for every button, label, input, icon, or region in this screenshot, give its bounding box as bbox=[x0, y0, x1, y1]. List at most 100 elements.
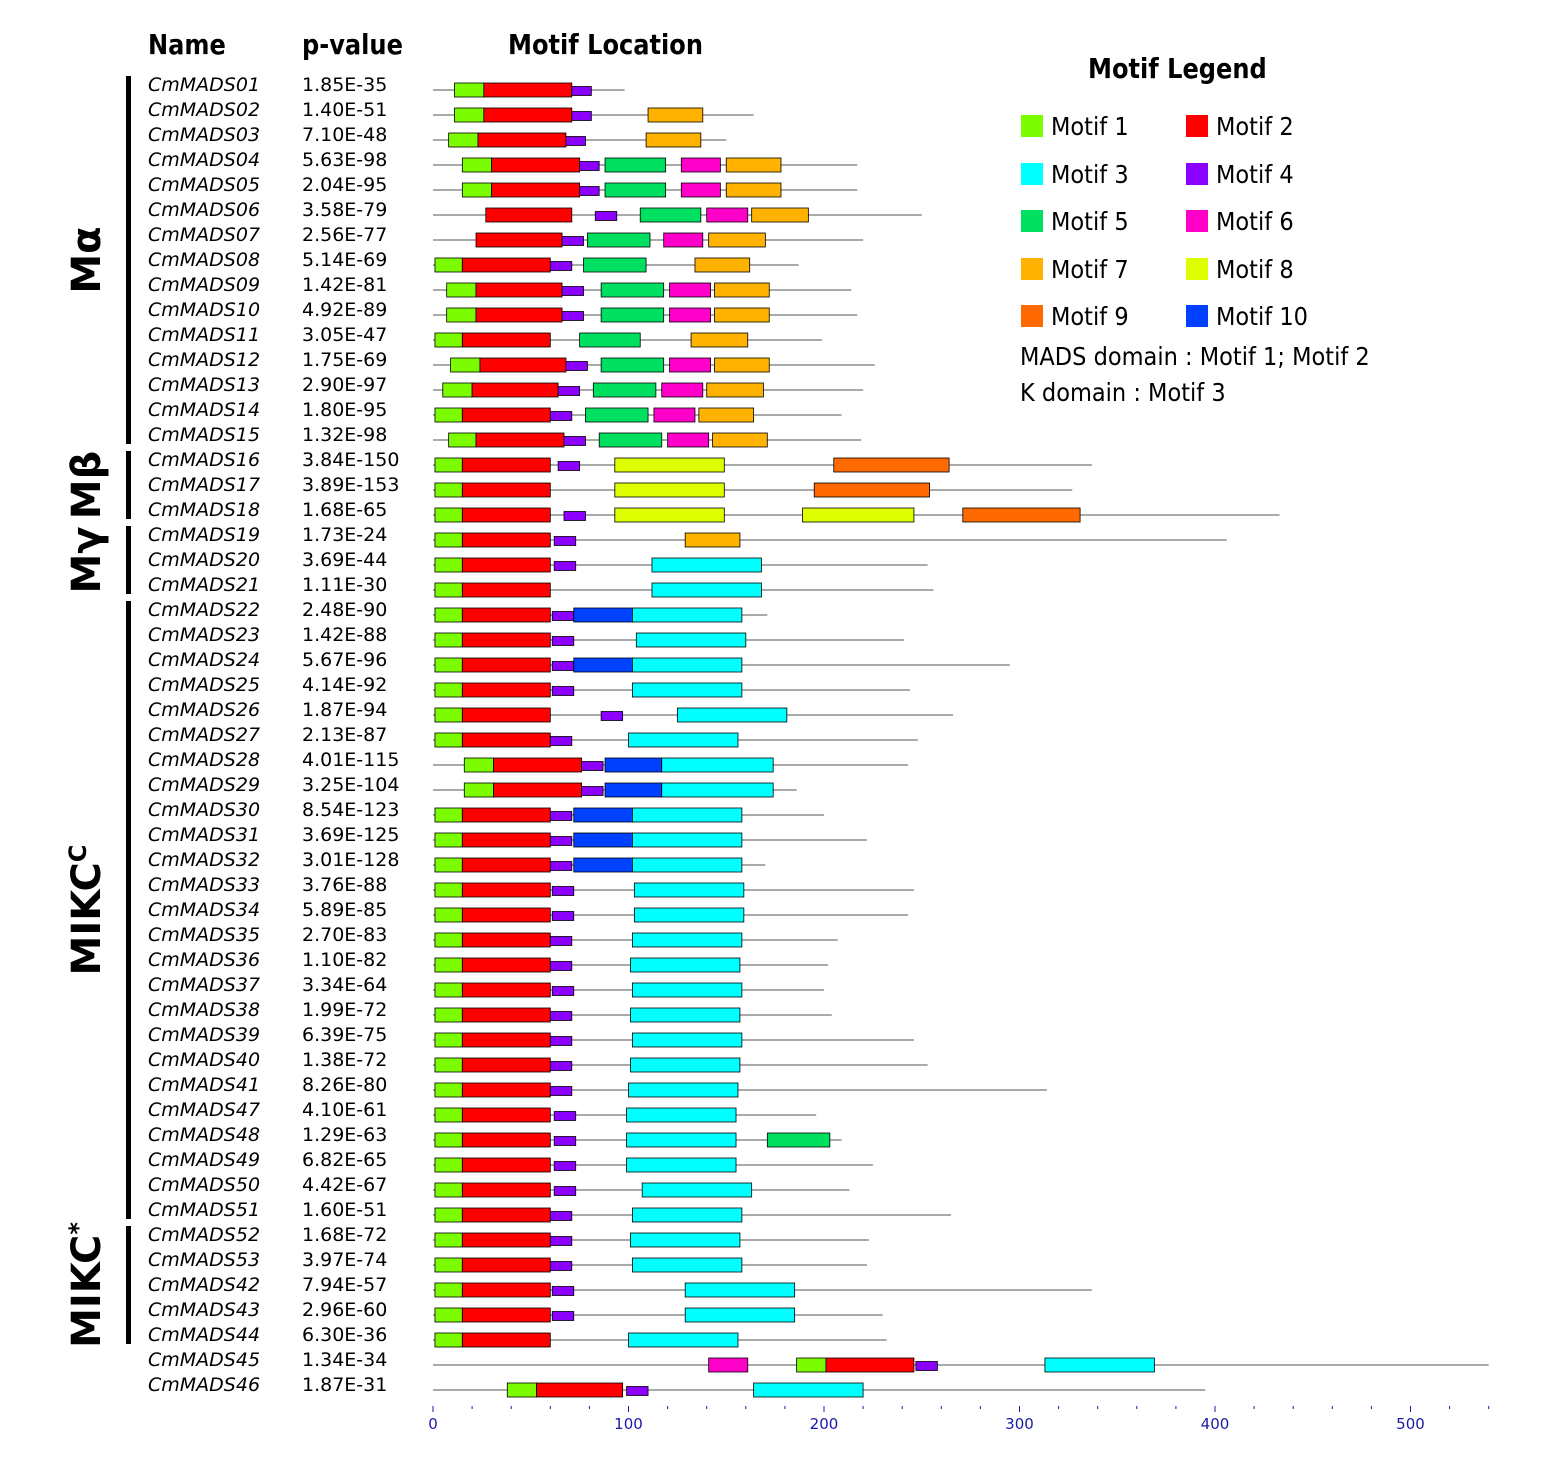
gene-pvalue: 4.14E-92 bbox=[302, 674, 387, 696]
motif-2-block bbox=[461, 957, 551, 973]
gene-name: CmMADS50 bbox=[148, 1174, 260, 1196]
motif-4-block bbox=[553, 536, 577, 546]
gene-name: CmMADS15 bbox=[148, 424, 260, 446]
motif-2-block bbox=[461, 407, 551, 423]
gene-name: CmMADS48 bbox=[148, 1124, 260, 1146]
motif-3-block bbox=[630, 1232, 741, 1248]
legend-label: Motif 8 bbox=[1216, 254, 1294, 284]
legend-swatch bbox=[1186, 210, 1208, 232]
axis-tick-label: 100 bbox=[614, 1415, 643, 1433]
gene-pvalue: 1.29E-63 bbox=[302, 1124, 387, 1146]
gene-pvalue: 1.42E-88 bbox=[302, 624, 387, 646]
motif-2-block bbox=[461, 682, 551, 698]
gene-name: CmMADS40 bbox=[148, 1049, 260, 1071]
motif-2-block bbox=[475, 232, 563, 248]
motif-7-block bbox=[708, 232, 766, 248]
group-bracket bbox=[126, 1226, 131, 1344]
motif-2-block bbox=[461, 257, 551, 273]
motif-1-block bbox=[454, 107, 485, 123]
gene-name: CmMADS44 bbox=[148, 1324, 260, 1346]
group-label: MIKCC bbox=[64, 845, 110, 976]
motif-1-block bbox=[446, 282, 477, 298]
motif-1-block bbox=[434, 957, 463, 973]
legend-swatch bbox=[1186, 162, 1208, 185]
motif-6-block bbox=[667, 432, 710, 448]
gene-name: CmMADS12 bbox=[148, 349, 260, 371]
motif-3-block bbox=[661, 757, 774, 773]
gene-pvalue: 1.68E-65 bbox=[302, 499, 387, 521]
motif-1-block bbox=[434, 1157, 463, 1173]
motif-1-block bbox=[434, 1132, 463, 1148]
motif-4-block bbox=[549, 1211, 573, 1221]
motif-3-block bbox=[1044, 1357, 1155, 1373]
motif-1-block bbox=[434, 407, 463, 423]
motif-2-block bbox=[491, 157, 581, 173]
gene-pvalue: 3.69E-44 bbox=[302, 549, 387, 571]
gene-name: CmMADS04 bbox=[148, 149, 260, 171]
gene-pvalue: 5.14E-69 bbox=[302, 249, 387, 271]
motif-1-block bbox=[454, 82, 485, 98]
motif-1-block bbox=[434, 1057, 463, 1073]
motif-2-block bbox=[461, 1057, 551, 1073]
motif-2-block bbox=[461, 1232, 551, 1248]
motif-1-block bbox=[463, 782, 495, 798]
gene-name: CmMADS37 bbox=[148, 974, 260, 996]
motif-4-block bbox=[581, 761, 604, 771]
gene-name: CmMADS21 bbox=[148, 574, 260, 596]
motif-2-block bbox=[461, 457, 551, 473]
legend-label: Motif 1 bbox=[1051, 112, 1129, 141]
motif-4-block bbox=[565, 136, 586, 146]
motif-2-block bbox=[461, 982, 551, 998]
motif-4-block bbox=[565, 361, 588, 371]
gene-pvalue: 4.01E-115 bbox=[302, 749, 399, 771]
motif-5-block bbox=[587, 232, 651, 248]
motif-2-block bbox=[461, 1182, 551, 1198]
motif-2-block bbox=[461, 332, 551, 348]
motif-2-block bbox=[479, 357, 567, 373]
motif-2-block bbox=[461, 632, 551, 648]
motif-6-block bbox=[680, 157, 721, 173]
motif-1-block bbox=[450, 357, 481, 373]
gene-name: CmMADS07 bbox=[148, 224, 260, 246]
motif-2-block bbox=[491, 182, 581, 198]
legend-label: Motif 7 bbox=[1051, 254, 1129, 284]
gene-name: CmMADS25 bbox=[148, 674, 260, 696]
motif-1-block bbox=[434, 1082, 463, 1098]
motif-6-block bbox=[653, 407, 696, 423]
motif-4-block bbox=[551, 661, 575, 671]
motif-2-block bbox=[483, 107, 573, 123]
motif-2-block bbox=[461, 807, 551, 823]
motif-6-block bbox=[669, 357, 712, 373]
motif-2-block bbox=[485, 207, 573, 223]
gene-pvalue: 1.38E-72 bbox=[302, 1049, 387, 1071]
motif-4-block bbox=[549, 1236, 573, 1246]
gene-pvalue: 2.90E-97 bbox=[302, 374, 387, 396]
motif-4-block bbox=[549, 836, 573, 846]
motif-1-block bbox=[434, 1032, 463, 1048]
motif-7-block bbox=[706, 382, 764, 398]
motif-2-block bbox=[461, 582, 551, 598]
motif-2-block bbox=[825, 1357, 915, 1373]
motif-1-block bbox=[796, 1357, 827, 1373]
gene-pvalue: 1.10E-82 bbox=[302, 949, 387, 971]
motif-2-block bbox=[461, 482, 551, 498]
motif-6-block bbox=[669, 307, 712, 323]
motif-2-block bbox=[461, 832, 551, 848]
gene-pvalue: 3.69E-125 bbox=[302, 824, 399, 846]
motif-2-block bbox=[475, 307, 563, 323]
group-label: Mγ bbox=[64, 526, 110, 593]
gene-name: CmMADS36 bbox=[148, 949, 260, 971]
axis-tick-label: 0 bbox=[428, 1415, 438, 1433]
gene-pvalue: 2.04E-95 bbox=[302, 174, 387, 196]
gene-pvalue: 6.82E-65 bbox=[302, 1149, 387, 1171]
gene-name: CmMADS42 bbox=[148, 1274, 260, 1296]
motif-7-block bbox=[714, 357, 770, 373]
gene-name: CmMADS27 bbox=[148, 724, 260, 746]
gene-name: CmMADS16 bbox=[148, 449, 260, 471]
motif-4-block bbox=[553, 1111, 577, 1121]
motif-4-block bbox=[581, 786, 604, 796]
gene-pvalue: 1.75E-69 bbox=[302, 349, 387, 371]
motif-3-block bbox=[632, 607, 743, 623]
gene-pvalue: 2.96E-60 bbox=[302, 1299, 387, 1321]
motif-10-block bbox=[573, 607, 633, 623]
